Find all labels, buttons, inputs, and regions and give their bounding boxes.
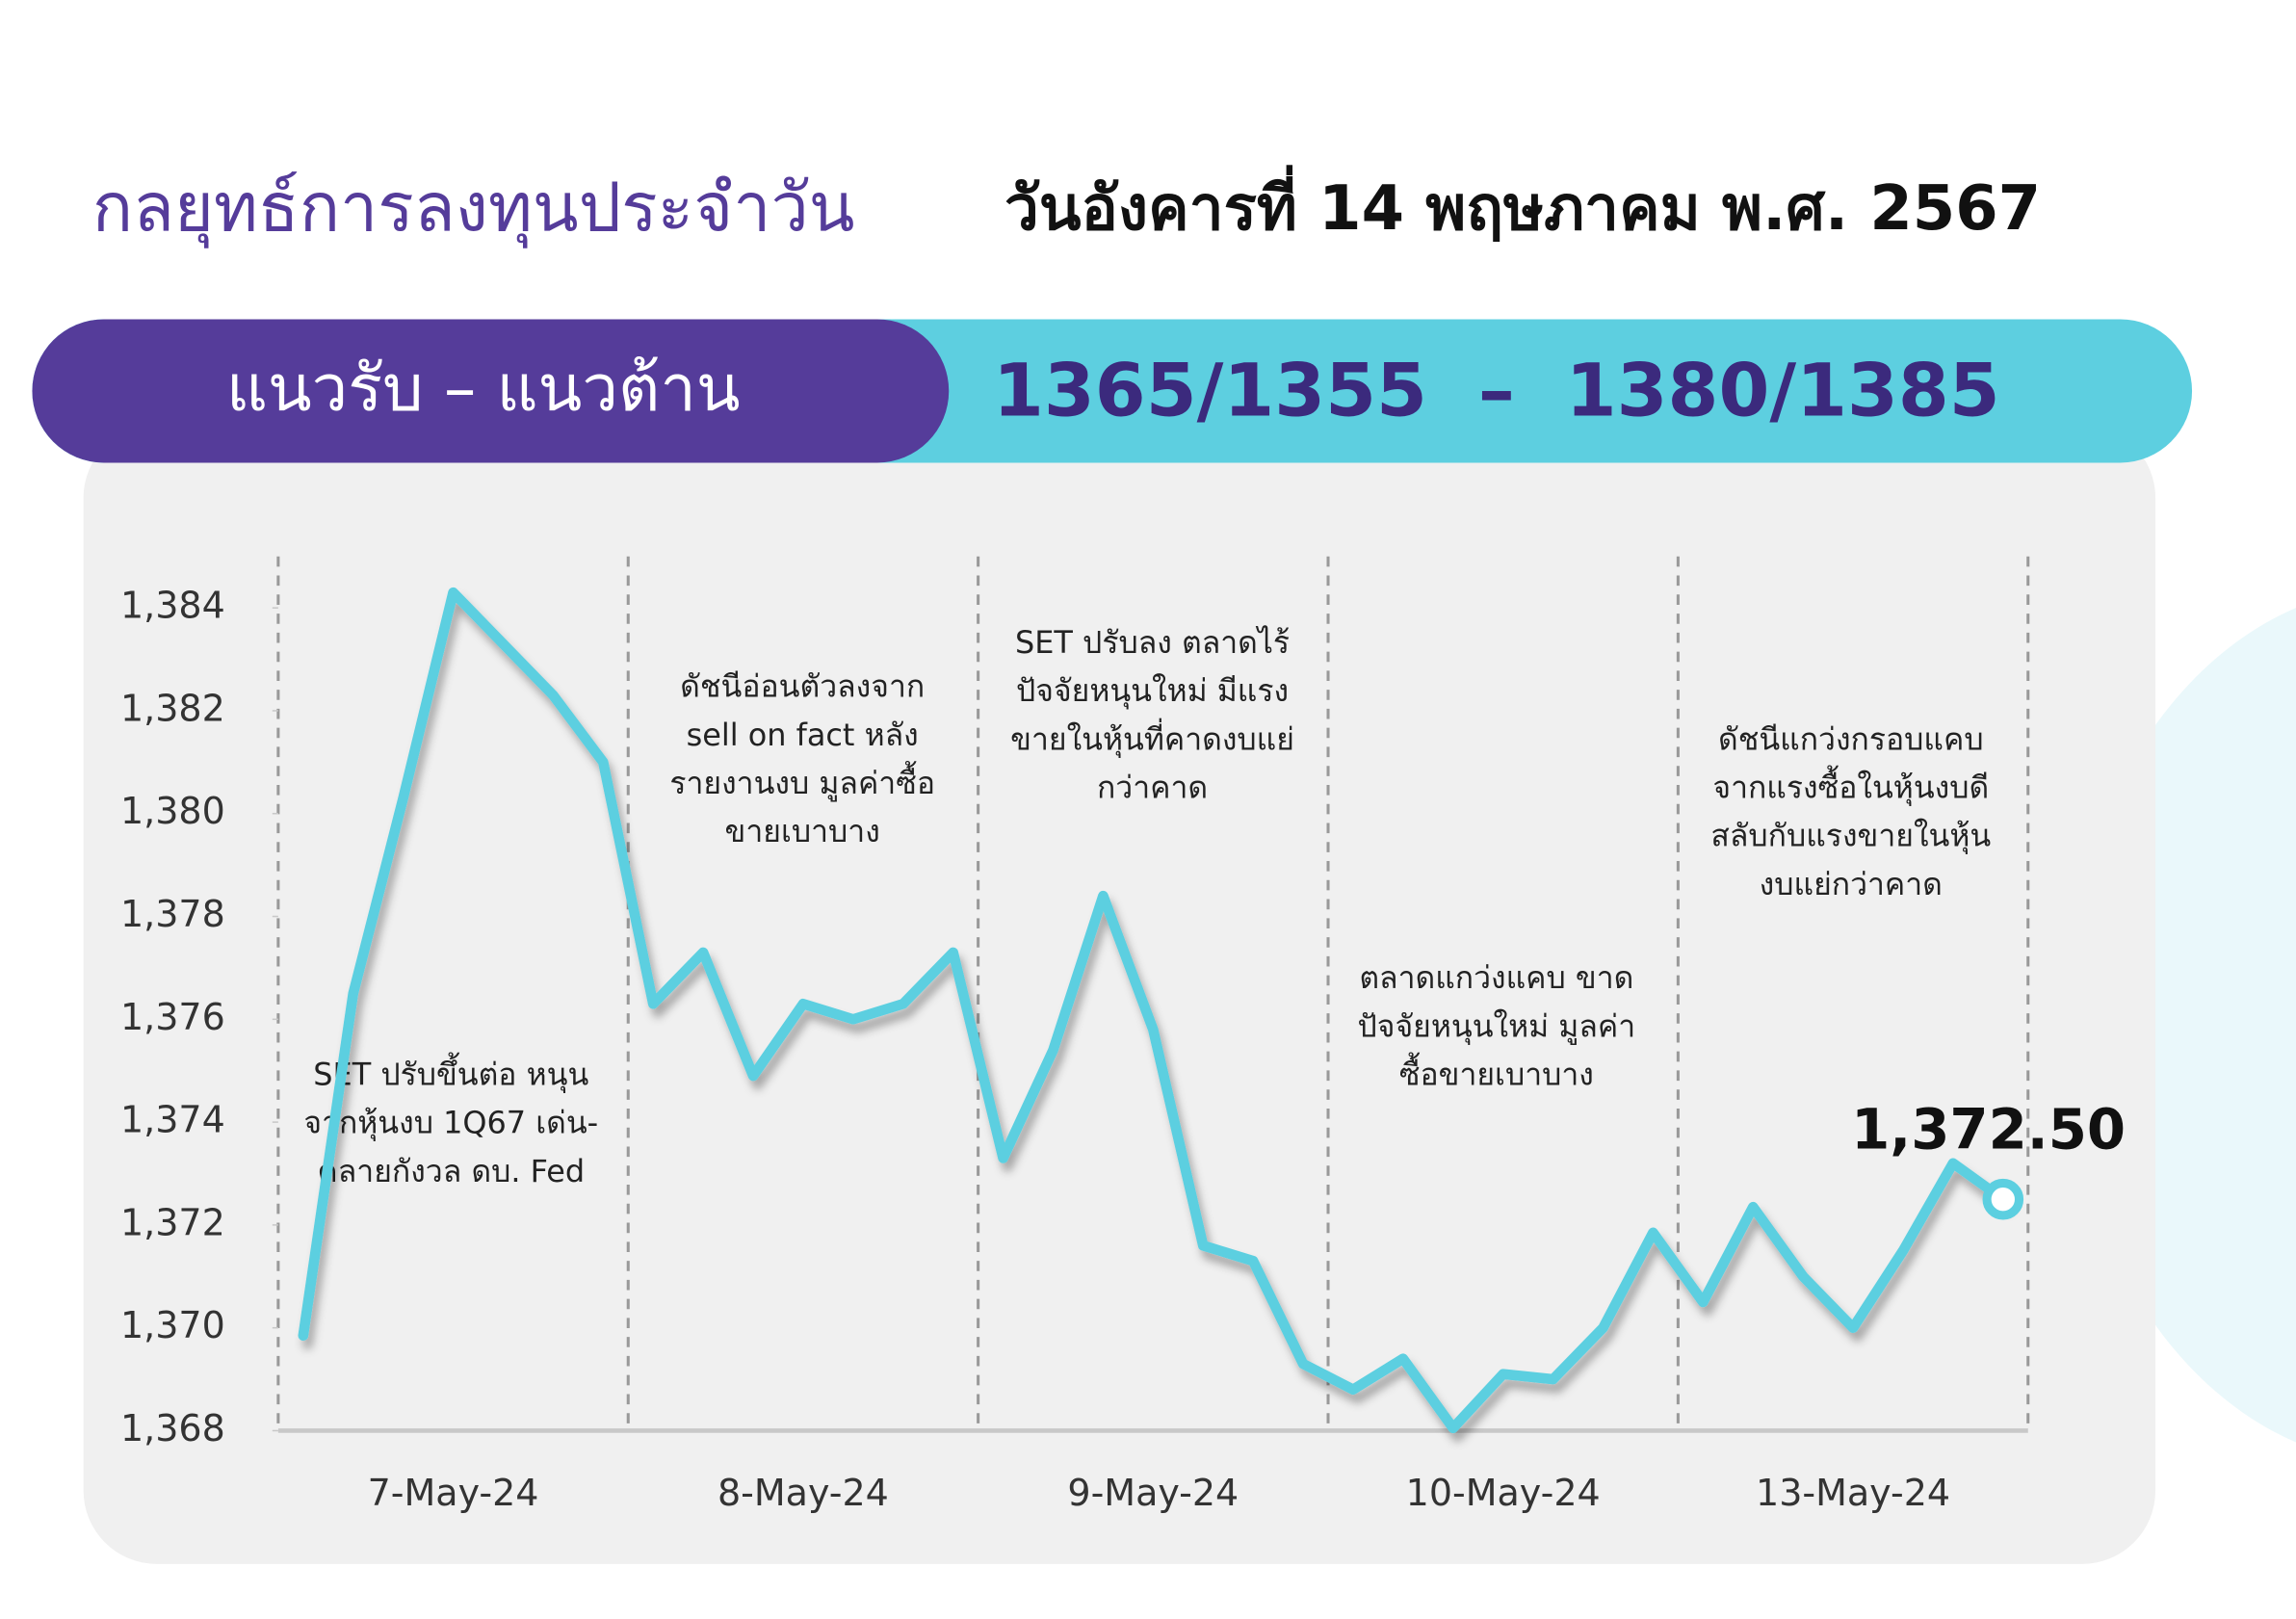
y-tick-label: 1,368 bbox=[120, 1407, 225, 1449]
x-tick-label: 8-May-24 bbox=[718, 1472, 889, 1514]
plot: 1,368 1,370 1,372 1,374 1,376 1,378 1,380 1,382… bbox=[120, 556, 2126, 1514]
annotation: ดัชนีแกว่งกรอบแคบ bbox=[1718, 720, 1984, 757]
banner-label: แนวรับ – แนวต้าน bbox=[226, 351, 741, 426]
annotation: ปัจจัยหนุนใหม่ มูลค่า bbox=[1358, 1007, 1636, 1045]
banner-levels: 1365/1355 – 1380/1385 bbox=[993, 348, 2000, 433]
value-label: 1,372.50 bbox=[1851, 1096, 2126, 1162]
annotation: ซื้อขายเบาบาง bbox=[1399, 1053, 1594, 1093]
y-tick-label: 1,376 bbox=[120, 996, 225, 1038]
annotation: คลายกังวล ดบ. Fed bbox=[317, 1153, 585, 1189]
annotation: ตลาดแกว่งแคบ ขาด bbox=[1359, 959, 1633, 996]
annotation: ขายเบาบาง bbox=[725, 813, 880, 849]
annotation: จากแรงซื้อในหุ้นงบดี bbox=[1712, 766, 1989, 807]
y-tick-label: 1,370 bbox=[120, 1304, 225, 1346]
annotation: ดัชนีอ่อนตัวลงจาก bbox=[680, 668, 925, 705]
annotation: ปัจจัยหนุนใหม่ มีแรง bbox=[1016, 672, 1289, 710]
y-tick-label: 1,372 bbox=[120, 1201, 225, 1243]
y-tick-label: 1,374 bbox=[120, 1099, 225, 1141]
y-tick-label: 1,378 bbox=[120, 893, 225, 935]
y-tick-label: 1,382 bbox=[120, 687, 225, 729]
x-tick-label: 9-May-24 bbox=[1067, 1472, 1239, 1514]
date: วันอังคารที่ 14 พฤษภาคม พ.ศ. 2567 bbox=[1004, 165, 2041, 245]
chart-card bbox=[83, 424, 2156, 1564]
annotation: กว่าคาด bbox=[1097, 770, 1208, 806]
annotation: SET ปรับลง ตลาดไร้ bbox=[1015, 624, 1290, 661]
end-point bbox=[1982, 1178, 2024, 1220]
y-tick-label: 1,380 bbox=[120, 790, 225, 832]
x-tick-label: 7-May-24 bbox=[368, 1472, 539, 1514]
annotation: จากหุ้นงบ 1Q67 เด่น- bbox=[303, 1105, 598, 1142]
annotation: sell on fact หลัง bbox=[687, 717, 919, 753]
x-tick-label: 10-May-24 bbox=[1406, 1472, 1601, 1514]
annotation: สลับกับแรงขายในหุ้น bbox=[1710, 818, 1991, 855]
x-tick-label: 13-May-24 bbox=[1756, 1472, 1950, 1514]
annotation: SET ปรับขึ้นต่อ หนุน bbox=[313, 1053, 588, 1094]
annotation: รายงานงบ มูลค่าซื้อ bbox=[669, 761, 935, 802]
banner-label-bg bbox=[32, 319, 950, 463]
annotation: ขายในหุ้นที่คาดงบแย่ bbox=[1010, 718, 1294, 758]
annotation: งบแย่กว่าคาด bbox=[1760, 866, 1943, 902]
series-line bbox=[298, 587, 2009, 1434]
y-tick-label: 1,384 bbox=[120, 585, 225, 627]
title: กลยุทธ์การลงทุนประจำวัน bbox=[92, 170, 855, 249]
